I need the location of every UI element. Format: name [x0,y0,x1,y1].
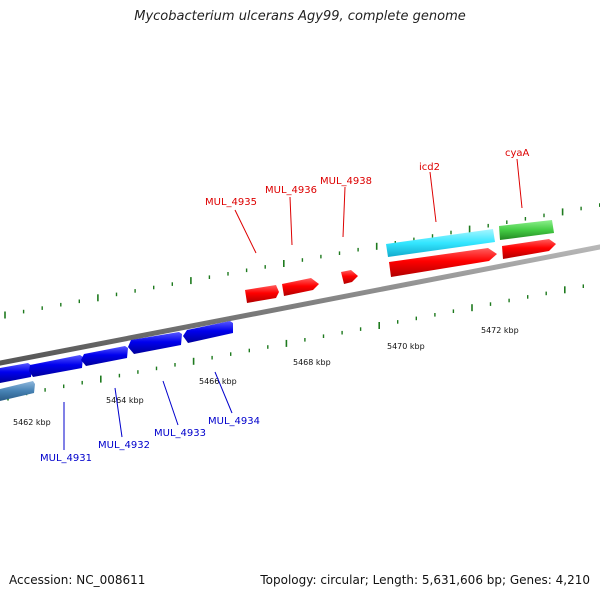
label-leader-line [516,158,523,209]
gene-arrow-forward[interactable] [245,285,279,303]
gene-arrow-forward[interactable] [389,248,497,277]
accession-text: Accession: NC_008611 [9,573,146,587]
tick-row-lower [7,284,584,401]
label-leader-line [342,186,346,238]
gene-label-mul-4931[interactable]: MUL_4931 [40,453,92,464]
genome-summary-text: Topology: circular; Length: 5,631,606 bp… [260,573,590,587]
gene-arrow-other[interactable] [0,381,35,401]
gene-arrow-forward[interactable] [502,239,556,259]
gene-arrow-forward[interactable] [282,278,319,296]
gene-label-cyaa[interactable]: cyaA [505,148,530,159]
gene-arrow-reverse[interactable] [81,346,128,366]
gene-label-icd2[interactable]: icd2 [419,162,440,173]
gene-label-mul-4938[interactable]: MUL_4938 [320,176,372,187]
gene-cds-green[interactable] [499,220,554,240]
tick-row-upper [4,203,600,319]
scale-label: 5472 kbp [481,326,519,335]
scale-label: 5466 kbp [199,377,237,386]
scale-label: 5470 kbp [387,342,425,351]
label-leader-line [234,209,257,254]
gene-cds-cyan[interactable] [386,229,495,257]
scale-label: 5462 kbp [13,418,51,427]
genome-backbone [0,244,600,366]
gene-label-mul-4933[interactable]: MUL_4933 [154,428,206,439]
gene-label-mul-4934[interactable]: MUL_4934 [208,416,260,427]
label-leader-line [429,171,437,223]
gene-arrow-forward[interactable] [341,270,358,284]
label-leader-line [162,380,179,426]
gene-arrow-reverse[interactable] [183,321,233,343]
gene-arrow-reverse[interactable] [0,363,32,383]
gene-arrow-reverse[interactable] [29,355,83,377]
gene-arrow-reverse[interactable] [128,332,182,354]
gene-label-mul-4936[interactable]: MUL_4936 [265,185,317,196]
gene-label-mul-4932[interactable]: MUL_4932 [98,440,150,451]
map-title: Mycobacterium ulcerans Agy99, complete g… [134,9,466,24]
label-leader-line [214,371,233,414]
label-leader-line [114,387,123,438]
gene-label-mul-4935[interactable]: MUL_4935 [205,197,257,208]
label-leader-line [289,196,293,246]
scale-label: 5468 kbp [293,358,331,367]
scale-label: 5464 kbp [106,396,144,405]
